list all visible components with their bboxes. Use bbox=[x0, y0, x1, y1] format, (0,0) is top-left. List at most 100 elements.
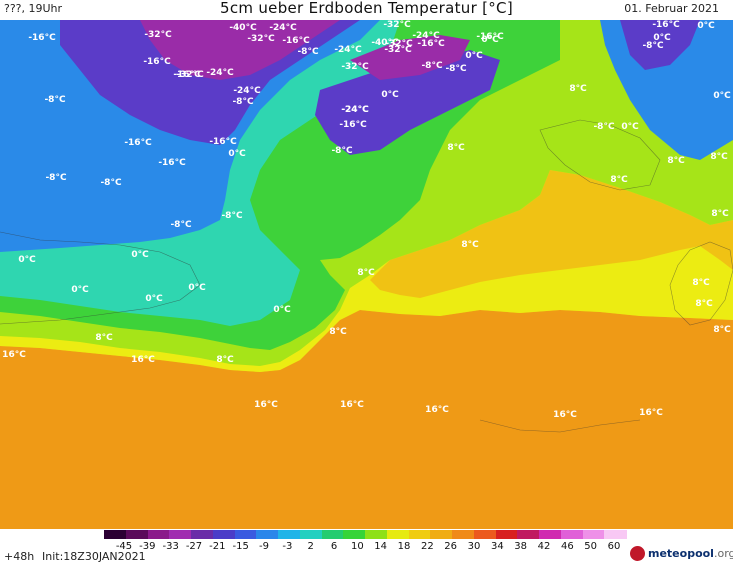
color-swatch bbox=[386, 530, 409, 539]
temperature-label: -32°C bbox=[176, 70, 204, 80]
temperature-label: 8°C bbox=[569, 84, 587, 94]
temperature-label: -32°C bbox=[341, 62, 369, 72]
temperature-label: 0°C bbox=[465, 51, 483, 61]
color-swatch bbox=[299, 530, 322, 539]
color-swatch bbox=[452, 530, 475, 539]
init-time: Init:18Z30JAN2021 bbox=[42, 550, 146, 563]
temperature-label: -16°C bbox=[124, 138, 152, 148]
temperature-label: 0°C bbox=[131, 250, 149, 260]
temperature-label: 0°C bbox=[481, 35, 499, 45]
temperature-label: -8°C bbox=[421, 61, 443, 71]
color-swatch bbox=[560, 530, 583, 539]
zone-scandinavia-cold bbox=[620, 20, 700, 70]
color-swatch bbox=[147, 530, 170, 539]
color-scale-tick: 42 bbox=[537, 541, 551, 552]
temperature-label: -32°C bbox=[144, 30, 172, 40]
temperature-label: -24°C bbox=[206, 68, 234, 78]
color-scale-tick: -9 bbox=[259, 541, 269, 552]
color-scale-tick: 60 bbox=[607, 541, 621, 552]
footer: -45 -39 -33 -27 -21 -15 -9 -3 2 6 10 14 18 22 26 30 34 38… bbox=[0, 529, 733, 566]
color-swatch bbox=[234, 530, 257, 539]
color-swatch bbox=[104, 530, 127, 539]
temperature-label: 16°C bbox=[2, 350, 26, 360]
color-swatch bbox=[408, 530, 431, 539]
temperature-label: 8°C bbox=[695, 299, 713, 309]
temperature-label: 0°C bbox=[713, 91, 731, 101]
temperature-label: -16°C bbox=[173, 70, 201, 80]
temperature-label: -24°C bbox=[233, 86, 261, 96]
color-scale-tick: 6 bbox=[330, 541, 338, 552]
forecast-lead: +48h bbox=[4, 550, 35, 563]
logo-name: meteopool bbox=[648, 547, 714, 560]
color-swatch bbox=[343, 530, 366, 539]
color-scale-tick: 14 bbox=[374, 541, 388, 552]
meteopool-logo-icon bbox=[630, 546, 645, 561]
temperature-label: -16°C bbox=[143, 57, 171, 67]
temperature-label: -16°C bbox=[476, 32, 504, 42]
zone-arctic-island-core bbox=[350, 35, 470, 80]
temperature-label: -24°C bbox=[334, 45, 362, 55]
color-scale-tick: 46 bbox=[560, 541, 574, 552]
temperature-label: 0°C bbox=[71, 285, 89, 295]
temperature-label: 8°C bbox=[710, 152, 728, 162]
temperature-label: -8°C bbox=[221, 211, 243, 221]
coastline bbox=[479, 419, 641, 433]
temperature-label: 8°C bbox=[692, 278, 710, 288]
color-scale-tick: 38 bbox=[514, 541, 528, 552]
color-swatch bbox=[495, 530, 518, 539]
temperature-label: 8°C bbox=[95, 333, 113, 343]
temperature-label: 0°C bbox=[145, 294, 163, 304]
temperature-label: 8°C bbox=[711, 209, 729, 219]
coastline bbox=[0, 231, 201, 325]
coastline bbox=[539, 119, 661, 191]
color-swatch bbox=[256, 530, 279, 539]
color-swatch bbox=[212, 530, 235, 539]
temperature-label: 8°C bbox=[461, 240, 479, 250]
zone-purple bbox=[140, 20, 340, 80]
temperature-label: 0°C bbox=[697, 21, 715, 31]
temperature-label: -24°C bbox=[412, 31, 440, 41]
temperature-label: 16°C bbox=[131, 355, 155, 365]
temperature-label: 0°C bbox=[188, 283, 206, 293]
temperature-label: -16°C bbox=[209, 137, 237, 147]
temperature-label: 8°C bbox=[329, 327, 347, 337]
temperature-label: -16°C bbox=[158, 158, 186, 168]
valid-date: 01. Februar 2021 bbox=[624, 2, 719, 15]
header: ???, 19Uhr 5cm ueber Erdboden Temperatur… bbox=[0, 0, 733, 20]
color-swatch bbox=[604, 530, 627, 539]
color-scale-tick: 50 bbox=[584, 541, 598, 552]
temperature-map[interactable]: -16°C -32°C -40°C -24°C -32°C -16°C -32°C -24°C… bbox=[0, 20, 733, 529]
temperature-label: -8°C bbox=[45, 173, 67, 183]
color-swatch bbox=[430, 530, 453, 539]
temperature-label: -16°C bbox=[28, 33, 56, 43]
temperature-label: -32°C bbox=[385, 39, 413, 49]
color-scale-tick: -21 bbox=[209, 541, 226, 552]
temperature-label: -8°C bbox=[44, 95, 66, 105]
temperature-label: 8°C bbox=[713, 325, 731, 335]
coastline bbox=[669, 241, 733, 326]
color-scale-tick: -15 bbox=[232, 541, 249, 552]
temperature-label: -8°C bbox=[593, 122, 615, 132]
temperature-label: 8°C bbox=[610, 175, 628, 185]
color-swatch bbox=[473, 530, 496, 539]
color-swatch bbox=[539, 530, 562, 539]
temperature-label: -24°C bbox=[341, 105, 369, 115]
temperature-label: 0°C bbox=[381, 90, 399, 100]
temperature-label: -8°C bbox=[232, 97, 254, 107]
temperature-label: 8°C bbox=[667, 156, 685, 166]
color-scale-ticks: -45 -39 -33 -27 -21 -15 -9 -3 2 6 10 14 18 22 26 30 34 38… bbox=[104, 541, 626, 553]
temperature-label: -40°C bbox=[229, 23, 257, 33]
color-swatch bbox=[321, 530, 344, 539]
color-swatch bbox=[517, 530, 540, 539]
color-scale-tick: 10 bbox=[350, 541, 364, 552]
temperature-label: 8°C bbox=[216, 355, 234, 365]
color-scale-tick: -45 bbox=[115, 541, 133, 552]
temperature-label: -32°C bbox=[384, 45, 412, 55]
color-swatch bbox=[278, 530, 301, 539]
temperature-label: 16°C bbox=[340, 400, 364, 410]
temperature-label: 16°C bbox=[553, 410, 577, 420]
temperature-label: -8°C bbox=[642, 41, 664, 51]
temperature-label: -16°C bbox=[339, 120, 367, 130]
temperature-label: -16°C bbox=[652, 20, 680, 30]
logo-tld: .org bbox=[713, 547, 733, 560]
